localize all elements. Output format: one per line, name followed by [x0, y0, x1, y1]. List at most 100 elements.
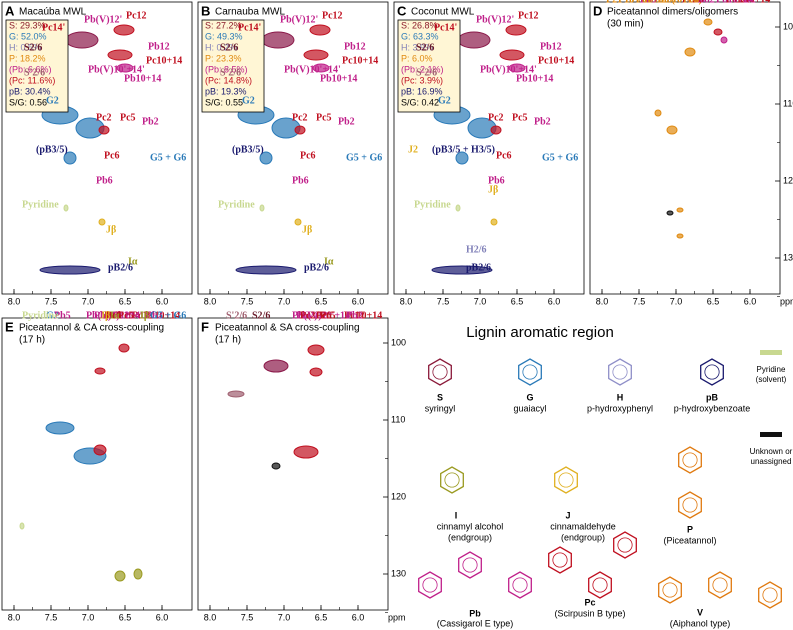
y-tick-label: 130: [783, 252, 793, 262]
contour: [312, 63, 330, 73]
panel-letter: D: [593, 3, 602, 18]
contour: [508, 63, 526, 73]
peak-label: Pb6: [488, 175, 505, 186]
peak-label: S2/6: [24, 42, 42, 53]
composition-line: (Pc: 11.6%): [9, 75, 55, 85]
contour: [676, 207, 684, 213]
x-tick-label: 8.0: [8, 612, 21, 622]
contour: [294, 218, 302, 226]
peak-label: Pc5: [320, 310, 336, 321]
peak-label: P6: [636, 0, 647, 5]
contour: [261, 31, 295, 49]
peak-label: Pc2: [292, 112, 308, 123]
contour: [294, 125, 306, 135]
peak-label: Pb10+14: [112, 310, 149, 321]
ring: [658, 576, 682, 604]
ring-inner: [682, 497, 698, 513]
peak-label: G5 + G6: [150, 310, 186, 321]
composition-line: H: 0.2%: [205, 42, 237, 52]
contour: [309, 24, 331, 36]
structure-label: pB: [706, 392, 718, 402]
contour: [98, 218, 106, 226]
composition-box: [5, 19, 69, 113]
peak-label: S2/6: [416, 42, 434, 53]
structure-name: p-hydroxybenzoate: [674, 403, 751, 413]
peak-label: Pc5: [118, 310, 134, 321]
legend-title: Lignin aromatic region: [466, 324, 614, 341]
x-tick-label: 7.0: [82, 296, 95, 306]
panel-title: Piceatannol & SA cross-coupling: [215, 323, 360, 334]
panel-subtitle: (17 h): [215, 335, 241, 346]
panel-subtitle: (17 h): [19, 335, 45, 346]
peak-label: Pc6: [496, 150, 512, 161]
structure-label: Pc: [584, 597, 595, 607]
ring: [428, 358, 452, 386]
peak-label: Pb(V)12': [292, 310, 331, 321]
peak-label: Pb2: [346, 310, 363, 321]
composition-line: S/G: 0.55: [205, 97, 243, 107]
x-tick-label: 6.0: [744, 296, 757, 306]
x-tick-label: 7.5: [45, 612, 58, 622]
x-tick-label: 7.5: [437, 296, 450, 306]
peak-label: S'2/6: [226, 310, 247, 321]
peak-label: Pb12: [540, 41, 562, 52]
panel-title: Piceatannol & CA cross-coupling: [19, 323, 164, 334]
ring: [700, 358, 724, 386]
contour: [133, 568, 143, 580]
peak-label: Iα: [128, 256, 138, 267]
ring-inner: [552, 552, 568, 568]
peak-label: Iα: [324, 256, 334, 267]
composition-line: H: 0.5%: [9, 42, 41, 52]
ring: [548, 546, 572, 574]
peak-label: (pB3/5): [36, 144, 68, 155]
x-tick-label: 7.0: [278, 296, 291, 306]
peak-label: Jβ: [106, 224, 116, 235]
contour: [63, 204, 69, 212]
peak-label: Pb(V)12': [84, 14, 123, 25]
composition-line: G: 49.3%: [205, 31, 243, 41]
peak-label: Pc12: [344, 310, 365, 321]
contour: [259, 204, 265, 212]
ring: [458, 551, 482, 579]
x-tick-label: 6.5: [119, 612, 132, 622]
composition-line: (Pb: 6.6%): [9, 64, 52, 74]
peak-label: Pc2: [682, 0, 698, 5]
panel-title: Carnauba MWL: [215, 7, 285, 18]
x-tick-label: 8.0: [400, 296, 413, 306]
contour: [666, 125, 678, 135]
peak-label: Pc2: [96, 112, 112, 123]
peak-label: P10+14 + Pb10'+14': [618, 0, 704, 5]
composition-line: P: 23.3%: [205, 53, 242, 63]
peak-label: pB2/6: [304, 262, 329, 273]
y-axis: 100 110 120 130 ppm: [383, 337, 406, 622]
x-tick-label: 6.5: [315, 296, 328, 306]
peak-label: P6 (+ Pc5): [658, 0, 702, 5]
peak-label: Pb2: [146, 310, 163, 321]
structure-label: S: [437, 392, 443, 402]
ring-inner: [444, 472, 460, 488]
peak-label: Pc12: [322, 10, 343, 21]
x-tick-label: 8.0: [596, 296, 609, 306]
contour: [303, 49, 329, 61]
peak-label: Pyridine: [414, 199, 451, 210]
panel-letter: C: [397, 3, 407, 18]
peak-label: pB2/6: [466, 262, 491, 273]
peak-label: Iα: [110, 310, 120, 321]
structure-name: guaiacyl: [513, 403, 546, 413]
structure-name: (Scirpusin B type): [554, 608, 625, 618]
x-tick-label: 7.0: [474, 296, 487, 306]
ring: [508, 571, 532, 599]
composition-line: (Pc: 3.9%): [401, 75, 443, 85]
contour: [235, 265, 297, 275]
x-tick-label: 6.0: [156, 612, 169, 622]
composition-line: S: 27.2%: [205, 20, 242, 30]
contour: [39, 265, 101, 275]
ring-inner: [762, 587, 778, 603]
y-tick-label: 130: [391, 568, 406, 578]
contour: [490, 125, 502, 135]
key-text: Pyridine: [757, 365, 786, 374]
ring: [678, 446, 702, 474]
peak-label: S'2/6: [416, 67, 437, 78]
contour: [259, 151, 273, 165]
panel-title: Coconut MWL: [411, 7, 475, 18]
